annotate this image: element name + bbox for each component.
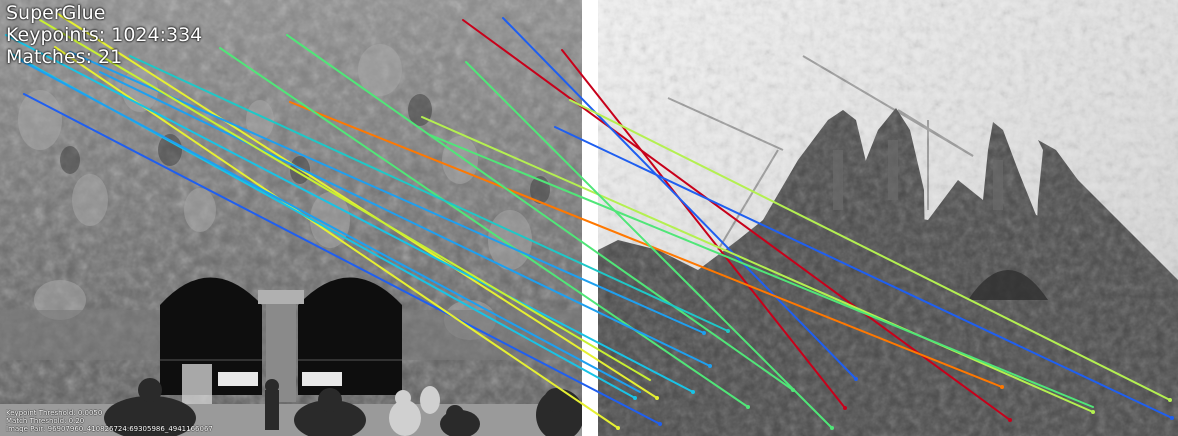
match-threshold-label: Match Threshold: 0.20 — [6, 417, 85, 425]
spires-photo — [598, 0, 1178, 436]
matches-label: Matches: 21 — [6, 46, 123, 68]
keypoints-label: Keypoints: 1024:334 — [6, 24, 203, 46]
parameters-footer: Keypoint Threshold: 0.0050 Match Thresho… — [6, 409, 213, 433]
image-pair-label: Image Pair: 96907960_410826724:69305986_… — [6, 425, 213, 433]
image-divider — [582, 0, 598, 436]
right-image — [598, 0, 1178, 436]
keypoint-threshold-label: Keypoint Threshold: 0.0050 — [6, 409, 103, 417]
method-label: SuperGlue — [6, 2, 106, 24]
match-summary: SuperGlue Keypoints: 1024:334 Matches: 2… — [6, 2, 202, 68]
